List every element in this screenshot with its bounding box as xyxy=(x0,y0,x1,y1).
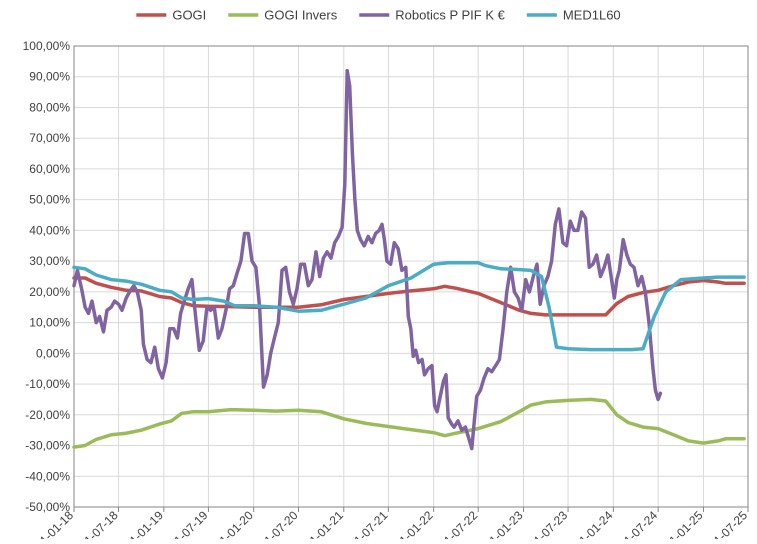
legend-item: Robotics P PIF K € xyxy=(359,8,506,23)
y-tick-label: -30,00% xyxy=(25,439,70,453)
y-tick-label: -50,00% xyxy=(25,500,70,514)
y-tick-label: 100,00% xyxy=(23,39,71,53)
x-tick-label: 01-07-23 xyxy=(526,508,570,539)
y-tick-label: 30,00% xyxy=(29,254,70,268)
x-tick-label: 01-01-22 xyxy=(392,508,436,539)
series-line-0 xyxy=(72,276,746,317)
x-tick-label: 01-01-25 xyxy=(662,508,706,539)
legend-label: Robotics P PIF K € xyxy=(395,8,505,23)
x-tick-label: 01-01-23 xyxy=(482,508,526,539)
legend-item: GOGI Invers xyxy=(228,8,338,23)
legend: GOGI GOGI Invers Robotics P PIF K € MED1L60 xyxy=(136,8,621,23)
y-tick-label: 10,00% xyxy=(29,316,70,330)
y-tick-label: -10,00% xyxy=(25,377,70,391)
x-tick-label: 01-07-24 xyxy=(616,508,660,539)
x-tick-label: 01-07-22 xyxy=(436,508,480,539)
x-tick-label: 01-01-20 xyxy=(212,508,256,539)
legend-label: MED1L60 xyxy=(563,8,621,23)
y-tick-label: 60,00% xyxy=(29,162,70,176)
y-tick-label: 20,00% xyxy=(29,285,70,299)
x-tick-label: 01-07-19 xyxy=(167,508,211,539)
x-tick-label: 01-01-24 xyxy=(572,508,616,539)
legend-item: MED1L60 xyxy=(526,8,621,23)
x-tick-label: 01-07-25 xyxy=(706,508,750,539)
x-tick-label: 01-07-20 xyxy=(257,508,301,539)
gridlines xyxy=(73,45,749,508)
legend-item: GOGI xyxy=(136,8,206,23)
series-lines xyxy=(72,68,746,451)
series-line-2 xyxy=(72,68,663,451)
y-tick-label: 70,00% xyxy=(29,131,70,145)
legend-label: GOGI Invers xyxy=(264,8,337,23)
y-tick-label: 80,00% xyxy=(29,100,70,114)
x-tick-label: 01-01-21 xyxy=(302,508,346,539)
legend-label: GOGI xyxy=(172,8,206,23)
series-line-3 xyxy=(72,260,746,352)
series-line-1 xyxy=(72,397,746,449)
x-tick-label: 01-07-21 xyxy=(347,508,391,539)
y-tick-label: -40,00% xyxy=(25,469,70,483)
y-tick-label: 0,00% xyxy=(36,346,70,360)
y-tick-label: 90,00% xyxy=(29,70,70,84)
x-tick-label: 01-01-19 xyxy=(122,508,166,539)
y-tick-label: 40,00% xyxy=(29,223,70,237)
x-tick-label: 01-07-18 xyxy=(77,508,121,539)
y-tick-label: 50,00% xyxy=(29,193,70,207)
y-tick-label: -20,00% xyxy=(25,408,70,422)
